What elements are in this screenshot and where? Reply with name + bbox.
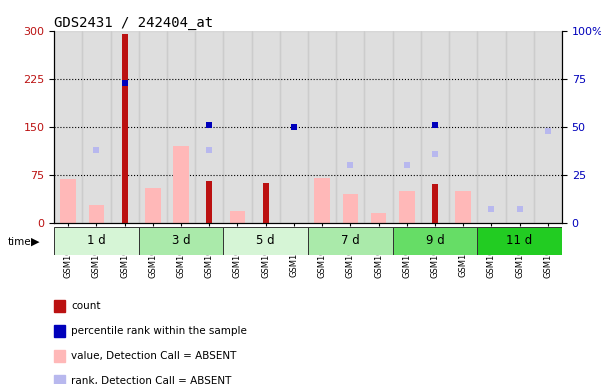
Text: time: time	[7, 237, 31, 247]
Bar	[505, 31, 534, 223]
Bar	[61, 179, 76, 223]
Bar	[167, 31, 195, 223]
Text: ▶: ▶	[31, 237, 40, 247]
Bar	[449, 31, 477, 223]
Text: percentile rank within the sample: percentile rank within the sample	[71, 326, 247, 336]
Bar	[145, 187, 160, 223]
Bar	[195, 31, 224, 223]
Text: 7 d: 7 d	[341, 235, 360, 247]
Bar	[456, 191, 471, 223]
Bar	[314, 178, 330, 223]
Text: value, Detection Call = ABSENT: value, Detection Call = ABSENT	[71, 351, 236, 361]
Text: count: count	[71, 301, 100, 311]
Text: rank, Detection Call = ABSENT: rank, Detection Call = ABSENT	[71, 376, 231, 384]
Bar	[308, 227, 392, 255]
Bar	[477, 31, 505, 223]
Text: GDS2431 / 242404_at: GDS2431 / 242404_at	[54, 16, 213, 30]
Bar	[477, 227, 562, 255]
Text: 5 d: 5 d	[257, 235, 275, 247]
Text: 9 d: 9 d	[426, 235, 444, 247]
Text: 1 d: 1 d	[87, 235, 106, 247]
Bar	[139, 227, 224, 255]
Bar	[224, 227, 308, 255]
Bar	[308, 31, 336, 223]
Bar	[364, 31, 392, 223]
Bar	[280, 31, 308, 223]
Bar	[252, 31, 280, 223]
Bar	[139, 31, 167, 223]
Bar	[54, 31, 82, 223]
Bar	[89, 205, 104, 223]
Text: 11 d: 11 d	[507, 235, 532, 247]
Bar	[392, 227, 477, 255]
Bar	[230, 211, 245, 223]
Bar	[54, 227, 139, 255]
Bar	[399, 191, 415, 223]
Bar	[263, 183, 269, 223]
Bar	[392, 31, 421, 223]
Bar	[121, 34, 128, 223]
Bar	[534, 31, 562, 223]
Bar	[224, 31, 252, 223]
Bar	[173, 146, 189, 223]
Bar	[343, 194, 358, 223]
Bar	[111, 31, 139, 223]
Bar	[371, 213, 386, 223]
Text: 3 d: 3 d	[172, 235, 191, 247]
Bar	[82, 31, 111, 223]
Bar	[432, 184, 438, 223]
Bar	[336, 31, 364, 223]
Bar	[421, 31, 449, 223]
Bar	[206, 181, 212, 223]
